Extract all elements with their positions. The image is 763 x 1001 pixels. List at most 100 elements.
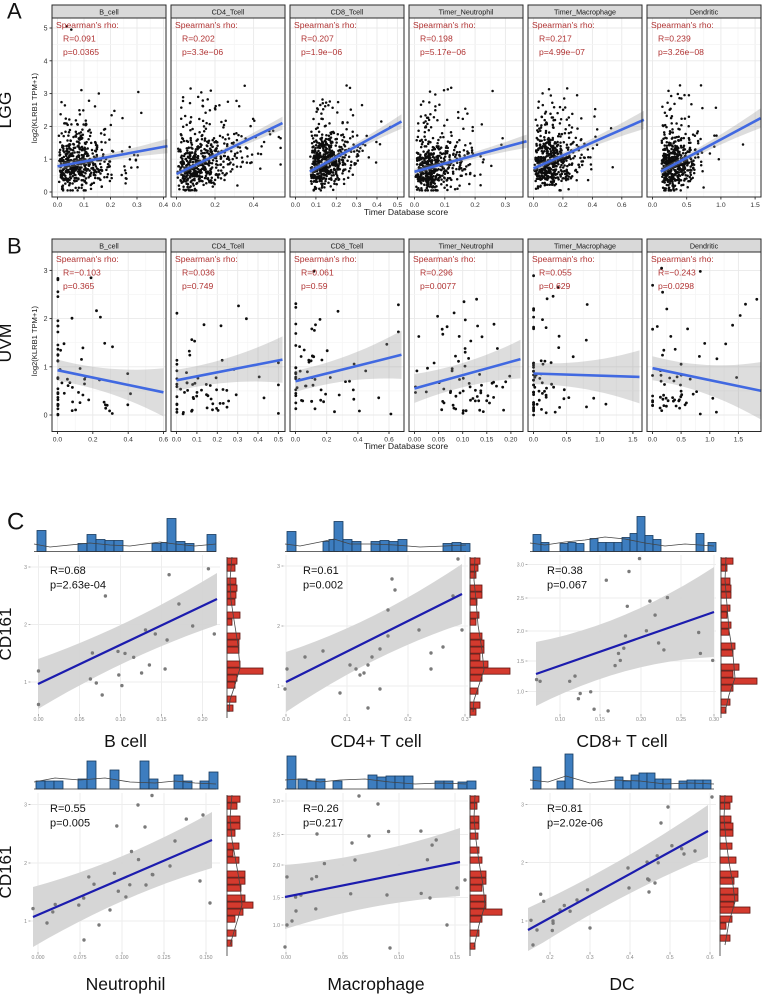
svg-text:CD8+ T cell: CD8+ T cell (576, 731, 667, 751)
svg-text:0.125: 0.125 (158, 955, 171, 961)
svg-text:p=4.99e−07: p=4.99e−07 (539, 47, 585, 57)
svg-text:0.5: 0.5 (393, 202, 403, 209)
svg-text:0.2: 0.2 (210, 202, 220, 209)
svg-text:0.4: 0.4 (159, 202, 169, 209)
svg-text:Timer_Neutrophil: Timer_Neutrophil (439, 242, 494, 251)
svg-text:0.0: 0.0 (282, 717, 289, 723)
svg-text:1.0: 1.0 (716, 202, 726, 209)
svg-text:0.2: 0.2 (558, 202, 568, 209)
svg-text:1.5: 1.5 (273, 895, 280, 901)
svg-text:Spearman's rho:: Spearman's rho: (175, 20, 238, 30)
svg-text:R=0.55: R=0.55 (50, 803, 86, 815)
svg-text:0.000: 0.000 (32, 955, 45, 961)
svg-text:2.0: 2.0 (273, 863, 280, 869)
svg-text:3: 3 (24, 802, 27, 808)
svg-text:A: A (7, 0, 22, 24)
svg-text:2: 2 (277, 624, 280, 630)
svg-text:p=2.02e-06: p=2.02e-06 (547, 818, 603, 830)
svg-text:0.4: 0.4 (123, 437, 133, 444)
svg-text:B_cell: B_cell (99, 8, 119, 17)
svg-text:3: 3 (24, 565, 27, 571)
svg-text:Spearman's rho:: Spearman's rho: (294, 20, 357, 30)
svg-text:0.15: 0.15 (480, 437, 493, 444)
svg-text:p=0.59: p=0.59 (301, 281, 328, 291)
svg-text:R=0.217: R=0.217 (539, 34, 572, 44)
svg-text:2: 2 (521, 860, 524, 866)
svg-text:Spearman's rho:: Spearman's rho: (532, 20, 595, 30)
svg-text:0.5: 0.5 (562, 437, 572, 444)
svg-text:0.2: 0.2 (332, 202, 342, 209)
svg-text:Spearman's rho:: Spearman's rho: (651, 20, 714, 30)
svg-text:B_cell: B_cell (99, 242, 119, 251)
svg-text:0.4: 0.4 (588, 202, 598, 209)
svg-text:0.075: 0.075 (74, 955, 87, 961)
svg-text:p=5.17e−06: p=5.17e−06 (420, 47, 466, 57)
svg-text:0.0: 0.0 (53, 437, 63, 444)
svg-text:0.4: 0.4 (626, 955, 633, 961)
svg-text:0.0: 0.0 (172, 437, 182, 444)
svg-text:p=0.0077: p=0.0077 (420, 281, 456, 291)
svg-text:0.10: 0.10 (456, 437, 469, 444)
svg-text:1: 1 (44, 157, 48, 164)
svg-text:UVM: UVM (0, 324, 15, 363)
svg-text:0.05: 0.05 (432, 437, 445, 444)
svg-text:B cell: B cell (104, 731, 147, 751)
svg-text:log2(KLRB1 TPM+1): log2(KLRB1 TPM+1) (30, 72, 39, 143)
svg-text:0.3: 0.3 (132, 202, 142, 209)
svg-text:R=0.202: R=0.202 (182, 34, 215, 44)
svg-text:0.25: 0.25 (676, 717, 686, 723)
svg-text:0.05: 0.05 (338, 955, 348, 961)
svg-text:3.0: 3.0 (273, 799, 280, 805)
svg-text:0.0: 0.0 (648, 437, 658, 444)
svg-text:0.0: 0.0 (410, 202, 420, 209)
svg-text:1.0: 1.0 (595, 437, 605, 444)
svg-text:5: 5 (44, 26, 48, 33)
svg-text:0.15: 0.15 (450, 955, 460, 961)
svg-text:p=3.3e−06: p=3.3e−06 (182, 47, 223, 57)
svg-text:0.150: 0.150 (200, 955, 213, 961)
svg-text:0.1: 0.1 (311, 202, 321, 209)
svg-text:0.2: 0.2 (404, 717, 411, 723)
svg-text:p=3.26e−08: p=3.26e−08 (658, 47, 704, 57)
svg-text:0.20: 0.20 (504, 437, 517, 444)
svg-text:Timer Database score: Timer Database score (364, 441, 448, 451)
svg-text:0.0: 0.0 (53, 202, 63, 209)
svg-text:B: B (7, 234, 22, 259)
svg-text:0.3: 0.3 (501, 202, 511, 209)
svg-text:R=0.207: R=0.207 (301, 34, 334, 44)
svg-text:1: 1 (521, 919, 524, 925)
svg-text:1.5: 1.5 (517, 659, 524, 665)
svg-text:R=0.091: R=0.091 (63, 34, 96, 44)
svg-text:0.1: 0.1 (343, 717, 350, 723)
svg-text:0.6: 0.6 (706, 955, 713, 961)
svg-text:R=0.061: R=0.061 (301, 268, 334, 278)
svg-text:Timer_Macrophage: Timer_Macrophage (554, 8, 616, 17)
svg-text:1.0: 1.0 (517, 689, 524, 695)
svg-text:0.10: 0.10 (394, 955, 404, 961)
svg-text:Timer Database score: Timer Database score (364, 207, 448, 217)
svg-text:p=0.749: p=0.749 (182, 281, 214, 291)
svg-text:log2(KLRB1 TPM+1): log2(KLRB1 TPM+1) (30, 305, 39, 376)
svg-text:0.20: 0.20 (636, 717, 646, 723)
svg-text:C: C (7, 509, 24, 536)
svg-text:Dendritic: Dendritic (690, 242, 719, 251)
svg-text:p=0.067: p=0.067 (547, 580, 587, 592)
svg-text:0.5: 0.5 (666, 955, 673, 961)
svg-text:CD161: CD161 (0, 608, 15, 661)
svg-text:2: 2 (44, 124, 48, 131)
svg-text:0.20: 0.20 (197, 717, 207, 723)
svg-text:LGG: LGG (0, 92, 15, 129)
svg-text:Spearman's rho:: Spearman's rho: (175, 254, 238, 264)
svg-text:0.15: 0.15 (595, 717, 605, 723)
svg-text:0.0: 0.0 (291, 437, 301, 444)
svg-text:p=2.63e-04: p=2.63e-04 (50, 580, 106, 592)
svg-text:0.2: 0.2 (88, 437, 98, 444)
svg-text:p=0.217: p=0.217 (303, 818, 343, 830)
svg-text:R=0.055: R=0.055 (539, 268, 572, 278)
svg-text:Spearman's rho:: Spearman's rho: (56, 254, 119, 264)
svg-text:CD161: CD161 (0, 846, 15, 899)
svg-text:3: 3 (44, 91, 48, 98)
svg-text:0.0: 0.0 (529, 437, 539, 444)
svg-text:3: 3 (277, 564, 280, 570)
svg-text:0.2: 0.2 (106, 202, 116, 209)
